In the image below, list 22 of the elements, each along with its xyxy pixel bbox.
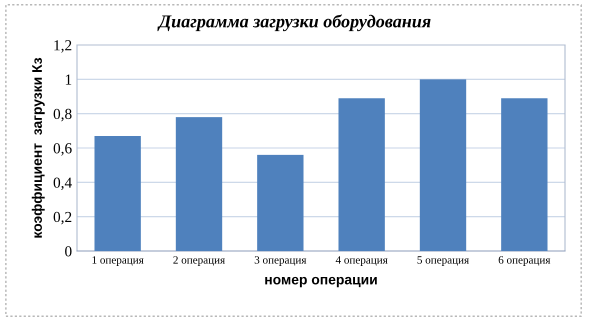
bar xyxy=(94,136,141,251)
y-axis-title: коэффициент загрузки Кз xyxy=(32,58,45,238)
bar xyxy=(501,98,548,251)
x-tick-label: 5 операция xyxy=(418,256,469,266)
x-tick-label: 3 операция xyxy=(254,256,306,266)
x-tick-label: 6 операция xyxy=(498,256,550,266)
bar xyxy=(257,154,304,251)
x-tick-label: 2 операция xyxy=(173,256,225,266)
y-tick-label: 0,2 xyxy=(54,212,72,224)
x-tick-label: 4 операция xyxy=(336,256,388,266)
x-axis-title: номер операции xyxy=(265,276,377,288)
bar xyxy=(176,117,222,251)
bar xyxy=(420,79,466,251)
bar xyxy=(338,98,385,251)
chart-title: Диаграмма загрузки оборудования xyxy=(157,14,431,32)
x-tick-label: 1 операция xyxy=(92,256,144,266)
y-tick-label: 0,8 xyxy=(54,108,72,122)
y-tick-label: 1 xyxy=(66,74,72,85)
y-tick-label: 0,6 xyxy=(54,143,72,156)
y-tick-label: 1,2 xyxy=(54,40,72,53)
y-tick-label: 0,4 xyxy=(54,177,72,190)
y-tick-label: 0 xyxy=(65,246,72,256)
